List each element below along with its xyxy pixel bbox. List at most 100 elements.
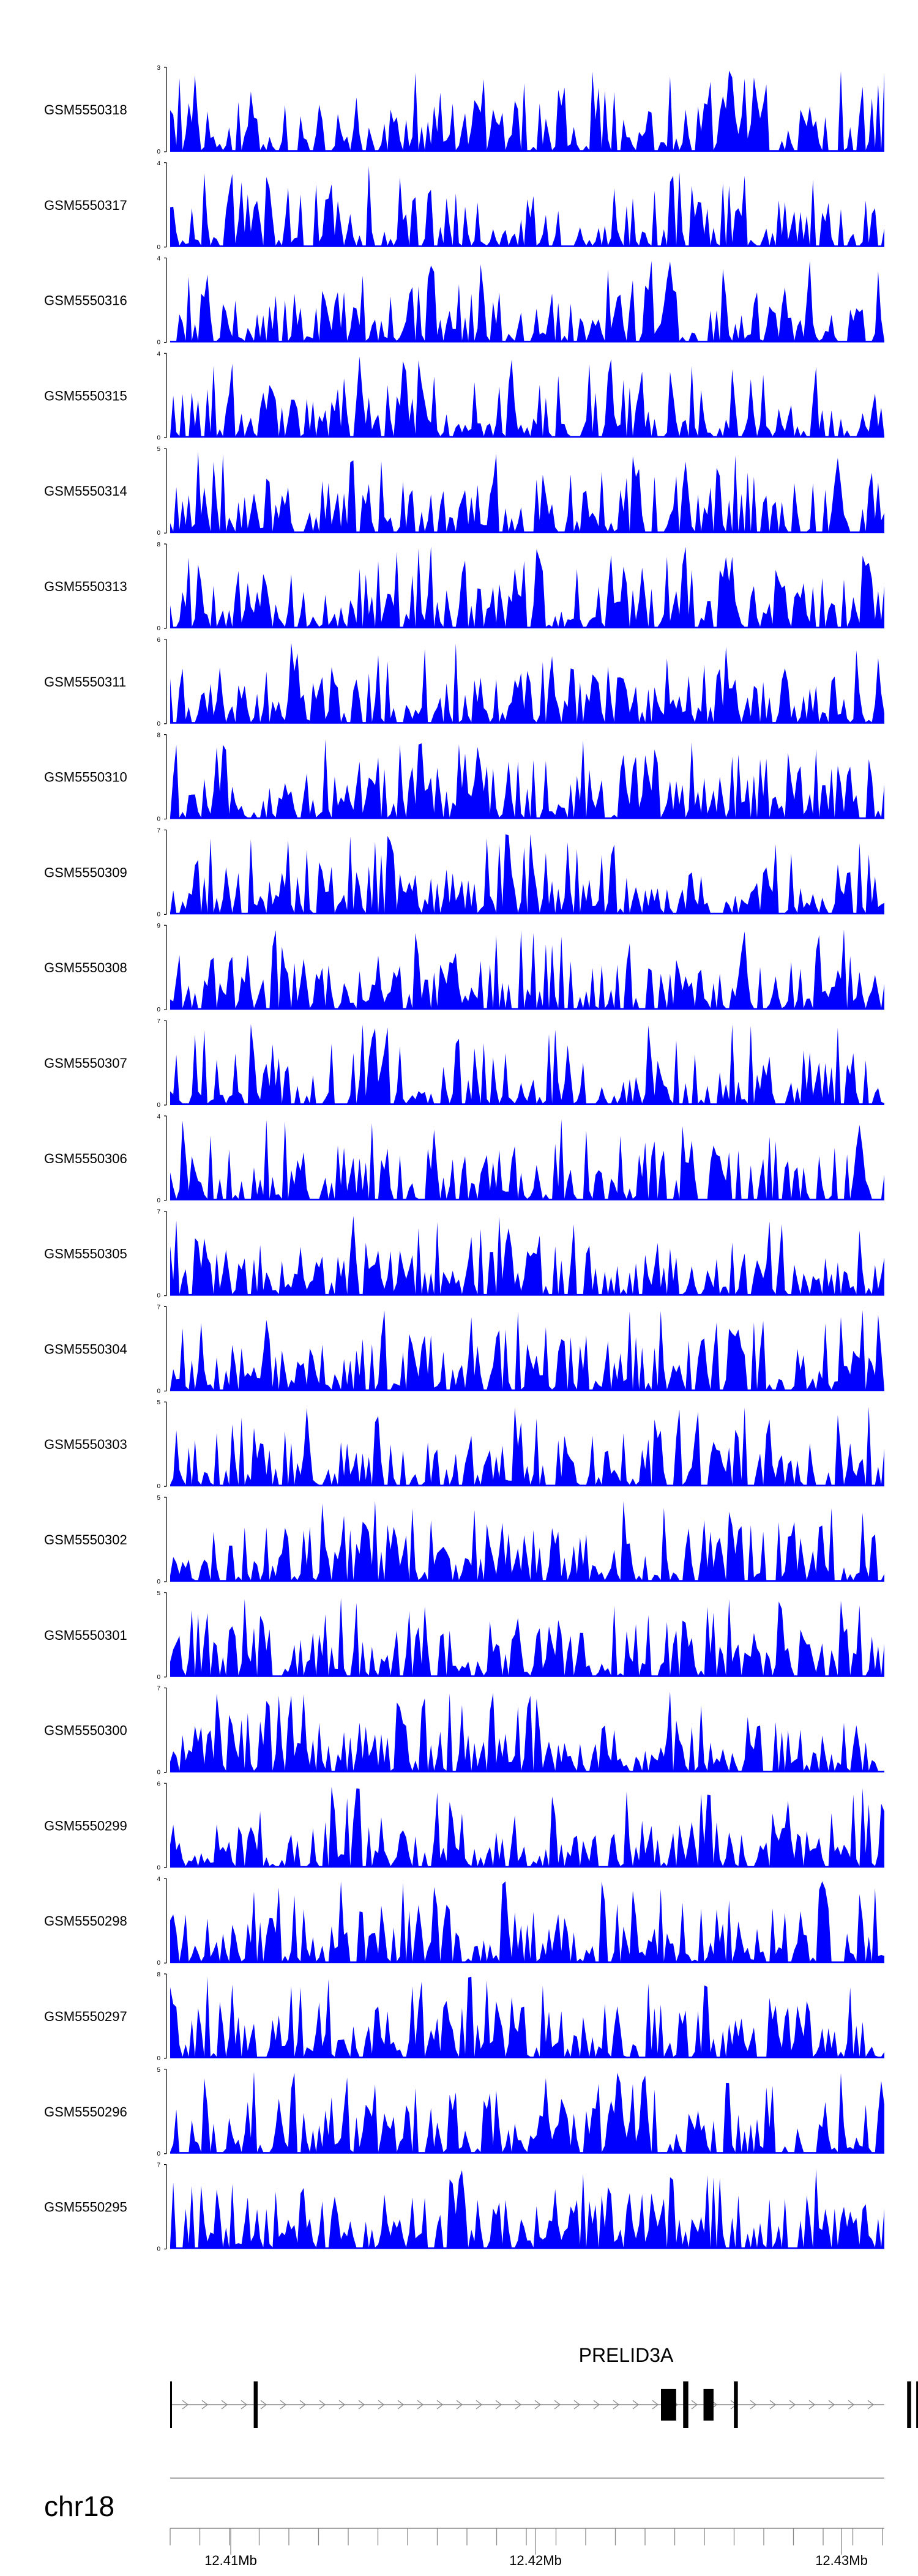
y-label-min-gsm5550298: 0 [157,1960,160,1967]
coverage-area-gsm5550297 [170,1976,884,2058]
y-label-min-gsm5550308: 0 [157,1007,160,1013]
gene-label: PRELID3A [579,2344,674,2366]
track-label-gsm5550302: GSM5550302 [44,1532,127,1547]
coverage-area-gsm5550318 [170,70,884,152]
strand-arrow-icon [828,2400,835,2410]
y-label-max-gsm5550296: 5 [157,2067,160,2074]
y-label-max-gsm5550298: 4 [157,1876,160,1883]
coverage-area-gsm5550296 [170,2071,884,2154]
strand-arrow-icon [613,2400,620,2410]
coverage-area-gsm5550315 [170,356,884,438]
strand-arrow-icon [201,2400,209,2410]
y-label-min-gsm5550301: 0 [157,1674,160,1681]
coverage-area-gsm5550304 [170,1310,884,1391]
track-label-gsm5550310: GSM5550310 [44,770,127,785]
y-label-min-gsm5550302: 0 [157,1579,160,1585]
gene-exon [703,2389,714,2421]
strand-arrow-icon [417,2400,424,2410]
strand-arrow-icon [436,2400,444,2410]
track-label-gsm5550314: GSM5550314 [44,483,127,499]
strand-arrow-icon [593,2400,600,2410]
y-label-max-gsm5550302: 5 [157,1495,160,1502]
y-label-max-gsm5550307: 7 [157,1018,160,1025]
strand-arrow-icon [632,2400,640,2410]
y-label-min-gsm5550316: 0 [157,340,160,346]
track-label-gsm5550304: GSM5550304 [44,1341,127,1357]
y-label-max-gsm5550295: 7 [157,2162,160,2169]
track-label-gsm5550305: GSM5550305 [44,1246,127,1262]
coverage-area-gsm5550307 [170,1024,884,1105]
strand-arrow-icon [652,2400,659,2410]
track-label-gsm5550315: GSM5550315 [44,388,127,403]
coverage-area-gsm5550311 [170,642,884,724]
y-label-min-gsm5550296: 0 [157,2151,160,2157]
track-label-gsm5550300: GSM5550300 [44,1723,127,1738]
y-label-max-gsm5550315: 4 [157,351,160,357]
y-label-max-gsm5550310: 8 [157,732,160,739]
coverage-area-gsm5550299 [170,1787,884,1868]
gene-exon [916,2381,918,2428]
strand-arrow-icon [691,2400,698,2410]
y-label-min-gsm5550318: 0 [157,149,160,155]
coverage-area-gsm5550300 [170,1691,884,1773]
strand-arrow-icon [241,2400,248,2410]
track-label-gsm5550311: GSM5550311 [44,674,126,690]
coverage-area-gsm5550317 [170,166,884,247]
y-label-min-gsm5550310: 0 [157,816,160,823]
strand-arrow-icon [221,2400,228,2410]
strand-arrow-icon [808,2400,816,2410]
y-label-max-gsm5550313: 8 [157,542,160,548]
strand-arrow-icon [789,2400,796,2410]
strand-arrow-icon [476,2400,483,2410]
strand-arrow-icon [378,2400,385,2410]
y-label-min-gsm5550297: 0 [157,2055,160,2062]
y-label-max-gsm5550306: 4 [157,1114,160,1120]
strand-arrow-icon [456,2400,463,2410]
track-label-gsm5550298: GSM5550298 [44,1913,127,1929]
track-label-gsm5550318: GSM5550318 [44,102,127,117]
track-label-gsm5550303: GSM5550303 [44,1437,127,1452]
gene-exon [661,2389,676,2421]
coverage-area-gsm5550308 [170,929,884,1010]
y-label-max-gsm5550300: 7 [157,1686,160,1692]
strand-arrow-icon [554,2400,561,2410]
strand-arrow-icon [319,2400,326,2410]
coverage-area-gsm5550298 [170,1881,884,1964]
coverage-area-gsm5550305 [170,1216,884,1296]
y-label-max-gsm5550301: 5 [157,1590,160,1597]
y-label-max-gsm5550305: 7 [157,1209,160,1216]
strand-arrow-icon [338,2400,346,2410]
y-label-max-gsm5550299: 6 [157,1781,160,1787]
y-label-min-gsm5550314: 0 [157,530,160,537]
strand-arrow-icon [848,2400,855,2410]
coverage-area-gsm5550306 [170,1119,884,1201]
track-label-gsm5550295: GSM5550295 [44,2200,127,2215]
y-label-min-gsm5550295: 0 [157,2246,160,2253]
coverage-area-gsm5550313 [170,546,884,628]
track-label-gsm5550299: GSM5550299 [44,1818,127,1833]
y-label-max-gsm5550308: 9 [157,923,160,929]
y-label-max-gsm5550297: 8 [157,1971,160,1978]
y-label-min-gsm5550306: 0 [157,1197,160,1204]
genome-axis-label: 12.43Mb [815,2553,868,2568]
gene-exon [734,2381,738,2428]
track-label-gsm5550306: GSM5550306 [44,1151,127,1166]
strand-arrow-icon [573,2400,581,2410]
strand-arrow-icon [397,2400,405,2410]
strand-arrow-icon [299,2400,307,2410]
y-label-max-gsm5550303: 5 [157,1399,160,1406]
coverage-area-gsm5550303 [170,1406,884,1487]
coverage-area-gsm5550301 [170,1598,884,1677]
gene-exon [170,2381,172,2428]
y-label-max-gsm5550311: 6 [157,637,160,644]
track-label-gsm5550307: GSM5550307 [44,1055,127,1071]
track-label-gsm5550301: GSM5550301 [44,1628,127,1643]
strand-arrow-icon [867,2400,875,2410]
coverage-area-gsm5550314 [170,452,884,534]
track-label-gsm5550317: GSM5550317 [44,198,127,213]
chromosome-label: chr18 [44,2490,114,2522]
y-label-min-gsm5550317: 0 [157,244,160,251]
track-label-gsm5550309: GSM5550309 [44,865,127,880]
y-label-max-gsm5550304: 7 [157,1304,160,1311]
